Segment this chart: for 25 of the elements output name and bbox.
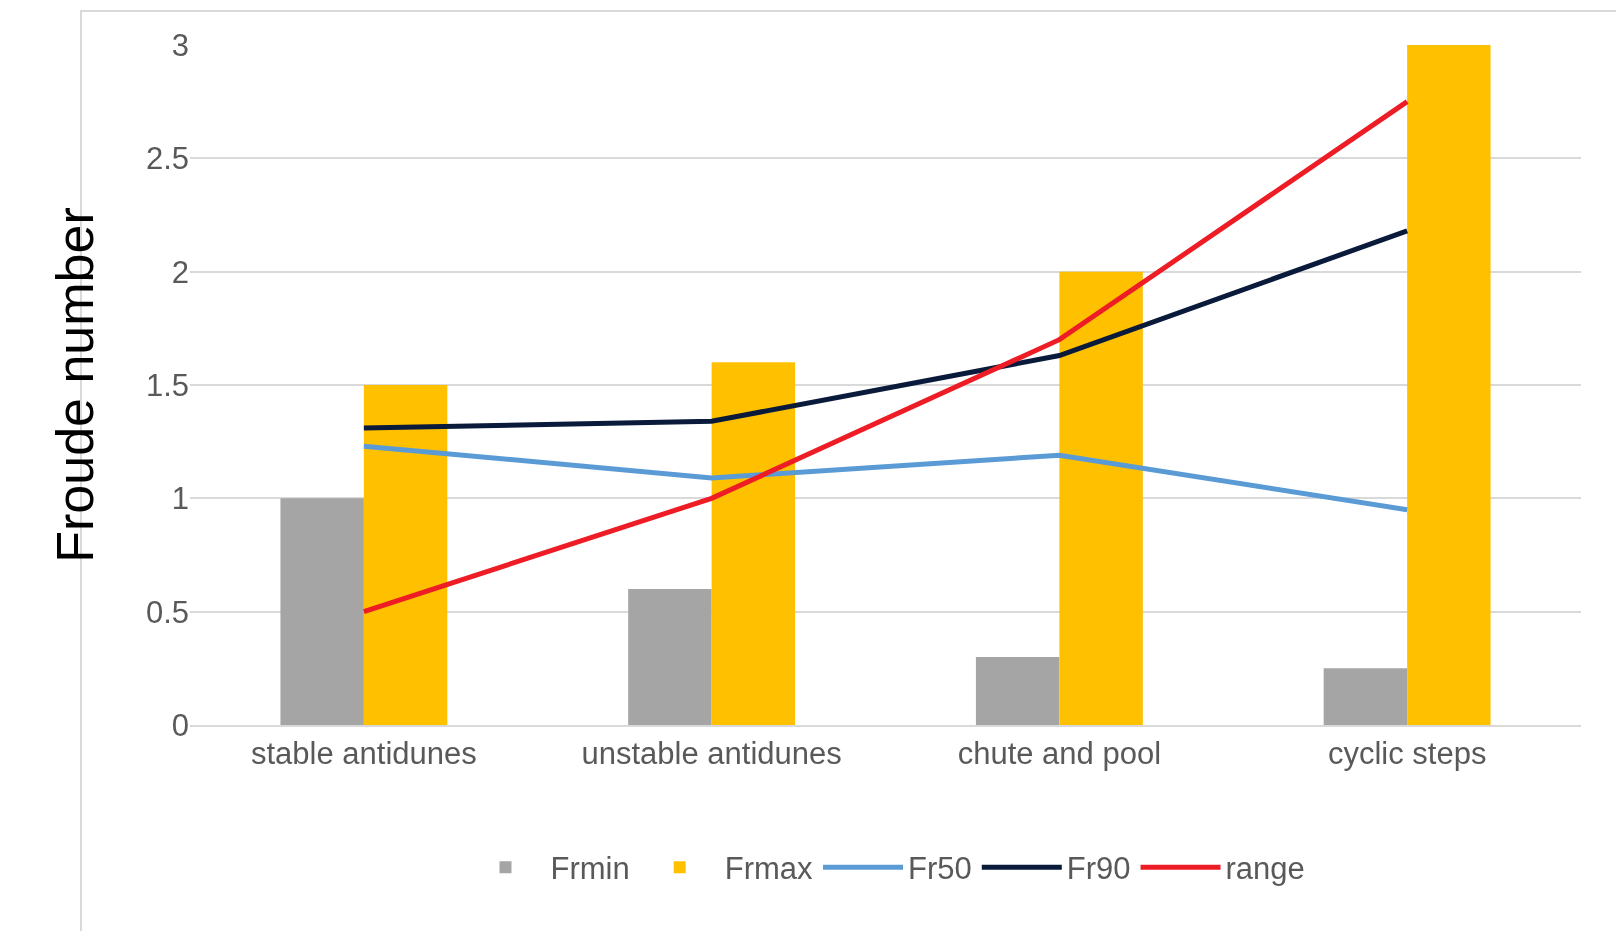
bar — [1407, 45, 1491, 725]
legend-label: Frmax — [724, 851, 814, 887]
y-tick-label: 3 — [171, 27, 189, 63]
y-axis-title: Froude number — [46, 207, 105, 563]
bar — [1323, 668, 1408, 725]
bar — [1059, 271, 1143, 725]
y-tick-label: 2 — [171, 254, 189, 290]
y-tick-label: 0.5 — [145, 594, 189, 630]
bar — [280, 498, 364, 725]
x-tick-label: unstable antidunes — [581, 736, 842, 772]
x-tick-label: chute and pool — [957, 736, 1162, 772]
y-tick-label: 1 — [171, 481, 189, 517]
x-tick-label: stable antidunes — [250, 736, 477, 772]
legend-label: Fr90 — [1066, 851, 1131, 887]
bar — [628, 589, 712, 725]
legend-label: Frmin — [550, 851, 630, 887]
y-tick-label: 0 — [171, 707, 189, 743]
bar — [363, 385, 448, 725]
y-tick-label: 1.5 — [145, 367, 189, 403]
legend-label: range — [1225, 851, 1305, 887]
legend-label: Fr50 — [908, 851, 972, 887]
bar — [975, 657, 1060, 725]
y-tick-label: 2.5 — [145, 141, 189, 177]
x-tick-label: cyclic steps — [1327, 736, 1487, 772]
bar — [711, 362, 796, 725]
